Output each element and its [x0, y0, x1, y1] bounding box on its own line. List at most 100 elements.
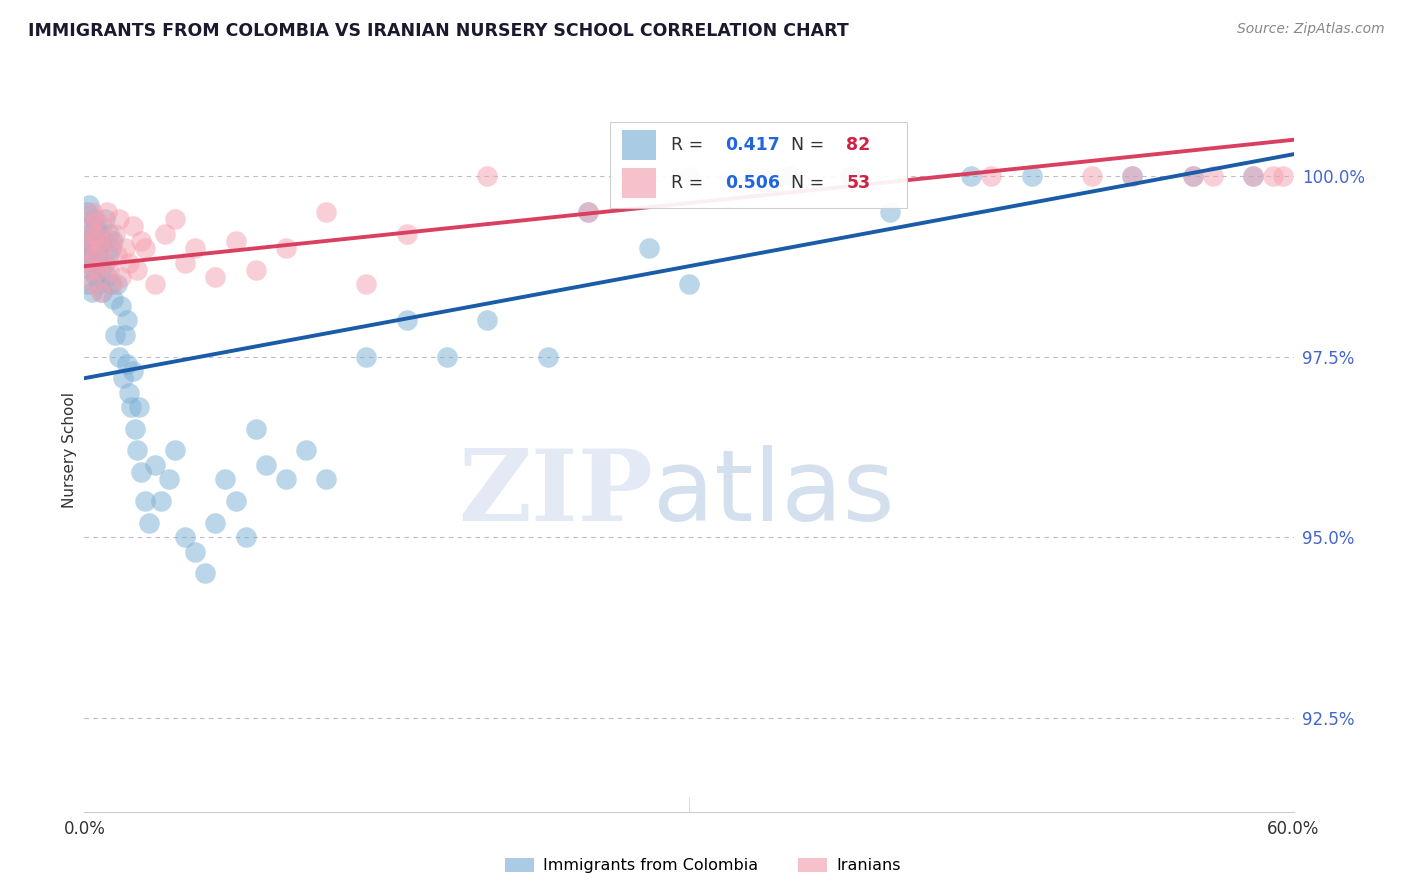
- Point: [105, 277, 128, 292]
- Point: [204, 516, 226, 530]
- Point: [100, 234, 122, 248]
- Point: [157, 472, 180, 486]
- Point: [100, 241, 122, 255]
- Text: 53: 53: [846, 174, 870, 192]
- Text: Source: ZipAtlas.com: Source: ZipAtlas.com: [1237, 22, 1385, 37]
- Point: [128, 400, 150, 414]
- Point: [115, 313, 138, 327]
- Point: [83, 212, 105, 227]
- Point: [125, 263, 148, 277]
- Point: [77, 219, 100, 234]
- Point: [76, 255, 98, 269]
- FancyBboxPatch shape: [610, 121, 907, 209]
- Point: [174, 530, 197, 544]
- Point: [89, 227, 111, 241]
- Point: [118, 385, 141, 400]
- Point: [86, 212, 108, 227]
- Point: [84, 234, 107, 248]
- Point: [214, 472, 236, 486]
- Point: [245, 422, 267, 436]
- Point: [1202, 169, 1225, 183]
- Point: [91, 285, 114, 299]
- Point: [245, 263, 267, 277]
- Point: [79, 198, 101, 212]
- Point: [1121, 169, 1143, 183]
- Point: [477, 169, 499, 183]
- Point: [143, 458, 166, 472]
- Legend: Immigrants from Colombia, Iranians: Immigrants from Colombia, Iranians: [499, 851, 907, 880]
- FancyBboxPatch shape: [623, 168, 657, 198]
- Point: [79, 248, 101, 262]
- Point: [134, 494, 156, 508]
- Point: [143, 277, 166, 292]
- Point: [79, 227, 101, 241]
- Point: [225, 494, 247, 508]
- Point: [101, 234, 124, 248]
- Point: [96, 205, 118, 219]
- Point: [107, 350, 129, 364]
- Point: [100, 277, 122, 292]
- Point: [274, 472, 297, 486]
- Point: [356, 350, 378, 364]
- Point: [90, 241, 112, 255]
- Point: [254, 458, 277, 472]
- Point: [79, 219, 101, 234]
- Point: [356, 277, 378, 292]
- Point: [1263, 169, 1285, 183]
- Point: [138, 516, 160, 530]
- Point: [124, 422, 146, 436]
- Point: [111, 371, 134, 385]
- Point: [879, 205, 901, 219]
- Point: [89, 234, 111, 248]
- Point: [76, 241, 98, 255]
- Point: [89, 285, 111, 299]
- Point: [1241, 169, 1264, 183]
- Point: [1021, 169, 1043, 183]
- Point: [93, 212, 115, 227]
- Text: 82: 82: [846, 136, 870, 153]
- Point: [80, 234, 103, 248]
- Point: [80, 263, 103, 277]
- Point: [104, 227, 127, 241]
- Point: [125, 443, 148, 458]
- Point: [274, 241, 297, 255]
- Point: [97, 248, 120, 262]
- Point: [576, 205, 599, 219]
- Point: [105, 248, 128, 262]
- Point: [1121, 169, 1143, 183]
- Point: [77, 255, 100, 269]
- Point: [129, 465, 152, 479]
- Point: [395, 313, 418, 327]
- Point: [1241, 169, 1264, 183]
- Point: [960, 169, 983, 183]
- Point: [235, 530, 257, 544]
- Point: [678, 169, 700, 183]
- Point: [110, 270, 132, 285]
- Point: [120, 400, 142, 414]
- Point: [779, 169, 801, 183]
- Point: [184, 544, 207, 558]
- Point: [980, 169, 1002, 183]
- Point: [93, 255, 115, 269]
- Point: [149, 494, 172, 508]
- Point: [86, 219, 108, 234]
- Point: [101, 277, 124, 292]
- Y-axis label: Nursery School: Nursery School: [62, 392, 77, 508]
- Point: [82, 277, 104, 292]
- Point: [93, 255, 115, 269]
- Point: [121, 219, 143, 234]
- Point: [165, 443, 187, 458]
- Point: [295, 443, 318, 458]
- Point: [77, 241, 100, 255]
- Point: [204, 270, 226, 285]
- Point: [110, 299, 132, 313]
- Point: [87, 241, 110, 255]
- Point: [97, 263, 120, 277]
- Point: [1181, 169, 1204, 183]
- Point: [107, 212, 129, 227]
- Point: [86, 270, 108, 285]
- Point: [83, 227, 105, 241]
- Point: [91, 219, 114, 234]
- Point: [104, 327, 127, 342]
- Text: N =: N =: [780, 174, 830, 192]
